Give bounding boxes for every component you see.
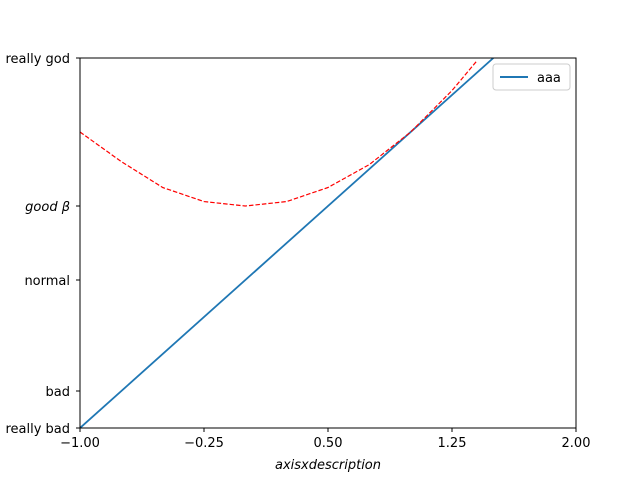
plot-background [80,58,576,428]
x-axis-label: axisxdescription [275,458,381,473]
x-tick-label: 1.25 [438,436,467,451]
y-tick-label: really bad [5,422,70,437]
y-tick-label: really god [5,52,70,67]
x-tick-label: −0.25 [184,436,224,451]
y-axis-ticks: really bad bad normal good β really god [5,52,80,437]
legend-label-aaa: aaa [537,71,561,86]
x-axis-ticks: −1.00 −0.25 0.50 1.25 2.00 [60,428,590,451]
legend-box [492,63,571,91]
y-tick-label: bad [46,385,70,400]
y-tick-label: normal [24,274,70,289]
y-tick-label: good β [25,200,70,215]
series-layer [80,58,494,428]
x-tick-label: 0.50 [314,436,343,451]
legend: aaa [492,63,571,91]
series-line-aaa [80,58,494,428]
x-tick-label: −1.00 [60,436,100,451]
x-tick-label: 2.00 [562,436,591,451]
